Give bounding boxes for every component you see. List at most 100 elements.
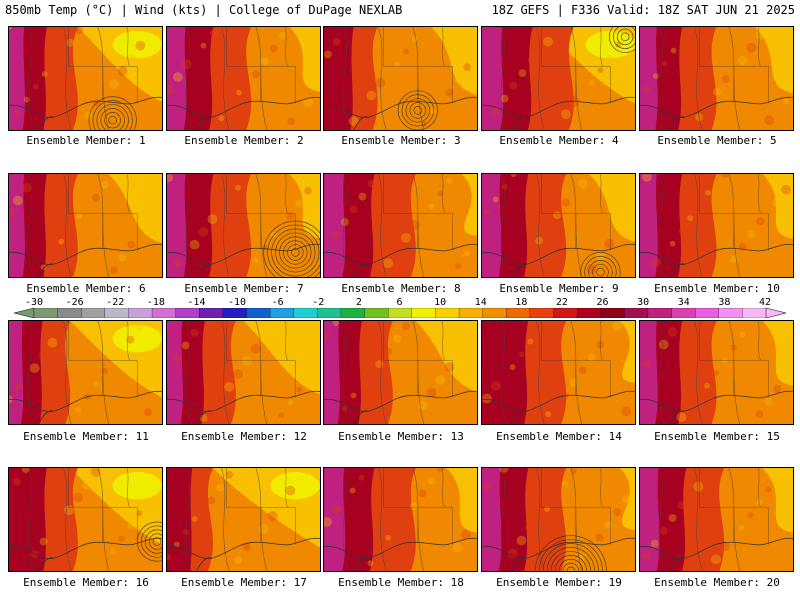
colorbar-tick-label: -26	[65, 297, 84, 308]
ensemble-map-panel	[323, 173, 478, 278]
temperature-colorbar	[14, 308, 786, 318]
ensemble-map-panel	[639, 26, 794, 131]
temperature-field-map	[167, 468, 320, 571]
colorbar-segment	[718, 308, 743, 318]
temperature-field-map	[324, 27, 477, 130]
colorbar-segment	[553, 308, 578, 318]
colorbar-segment	[81, 308, 106, 318]
colorbar-segment	[647, 308, 672, 318]
temperature-field-map	[9, 27, 162, 130]
ensemble-map-panel	[323, 467, 478, 572]
ensemble-map-panel	[166, 173, 321, 278]
ensemble-member-label: Ensemble Member: 2	[184, 134, 304, 147]
colorbar-segment	[175, 308, 200, 318]
ensemble-map-panel	[166, 26, 321, 131]
ensemble-member-label: Ensemble Member: 20	[654, 576, 780, 589]
ensemble-member-label: Ensemble Member: 14	[496, 430, 622, 443]
colorbar-segment	[529, 308, 554, 318]
ensemble-map-panel	[166, 467, 321, 572]
colorbar-segment	[695, 308, 720, 318]
ensemble-member-label: Ensemble Member: 6	[26, 282, 146, 295]
ensemble-member-label: Ensemble Member: 16	[23, 576, 149, 589]
ensemble-member-label: Ensemble Member: 7	[184, 282, 304, 295]
colorbar-tick-label: 2	[355, 297, 362, 308]
temperature-field-map	[640, 27, 793, 130]
colorbar-segment	[624, 308, 649, 318]
temperature-field-map	[167, 27, 320, 130]
colorbar-segment	[506, 308, 531, 318]
temperature-field-map	[640, 468, 793, 571]
colorbar-segment	[199, 308, 224, 318]
colorbar-tick-label: 10	[434, 297, 447, 308]
temperature-field-map	[482, 321, 635, 424]
colorbar-tick-label: -18	[146, 297, 165, 308]
temperature-field-map	[482, 27, 635, 130]
ensemble-member-label: Ensemble Member: 18	[338, 576, 464, 589]
colorbar-tick-label: -10	[228, 297, 247, 308]
temperature-field-map	[167, 174, 320, 277]
ensemble-map-panel	[8, 26, 163, 131]
colorbar-tick-label: -14	[187, 297, 206, 308]
ensemble-map-panel	[639, 173, 794, 278]
ensemble-member-label: Ensemble Member: 11	[23, 430, 149, 443]
ensemble-member-label: Ensemble Member: 13	[338, 430, 464, 443]
ensemble-member-label: Ensemble Member: 15	[654, 430, 780, 443]
colorbar-segment	[482, 308, 507, 318]
ensemble-member-label: Ensemble Member: 9	[499, 282, 619, 295]
colorbar-tick-label: 6	[396, 297, 403, 308]
ensemble-member-label: Ensemble Member: 10	[654, 282, 780, 295]
ensemble-member-label: Ensemble Member: 4	[499, 134, 619, 147]
temperature-field-map	[640, 321, 793, 424]
temperature-field-map	[324, 468, 477, 571]
colorbar-segment	[435, 308, 460, 318]
colorbar-segment	[269, 308, 295, 318]
colorbar-tick-label: 18	[515, 297, 528, 308]
colorbar-segment	[57, 308, 82, 318]
ensemble-map-panel	[639, 467, 794, 572]
ensemble-member-label: Ensemble Member: 12	[181, 430, 307, 443]
ensemble-map-panel	[481, 26, 636, 131]
colorbar-segment	[388, 308, 413, 318]
ensemble-map-panel	[481, 173, 636, 278]
colorbar-segment	[151, 308, 177, 318]
temperature-field-map	[167, 321, 320, 424]
temperature-field-map	[9, 468, 162, 571]
ensemble-map-panel	[481, 320, 636, 425]
colorbar-segment	[246, 308, 271, 318]
ensemble-member-label: Ensemble Member: 8	[341, 282, 461, 295]
ensemble-member-label: Ensemble Member: 17	[181, 576, 307, 589]
temperature-field-map	[482, 174, 635, 277]
ensemble-map-panel	[8, 467, 163, 572]
ensemble-map-panel	[8, 173, 163, 278]
colorbar-tick-label: 26	[596, 297, 609, 308]
colorbar-tick-label: 42	[758, 297, 772, 308]
colorbar-segment	[458, 308, 484, 318]
colorbar-segment	[293, 308, 318, 318]
colorbar-tick-label: -6	[271, 297, 284, 308]
ensemble-map-panel	[8, 320, 163, 425]
temperature-field-map	[640, 174, 793, 277]
colorbar-segment	[340, 308, 366, 318]
colorbar-tick-label: -22	[106, 297, 125, 308]
colorbar-tick-label: 22	[555, 297, 568, 308]
colorbar-tick-label: -30	[24, 297, 44, 308]
colorbar-segment	[742, 308, 767, 318]
colorbar-tick-label: 14	[474, 297, 487, 308]
model-run-info: 18Z GEFS | F336 Valid: 18Z SAT JUN 21 20…	[491, 3, 795, 17]
temperature-field-map	[9, 321, 162, 424]
ensemble-map-panel	[323, 320, 478, 425]
colorbar-tick-label: 38	[718, 297, 731, 308]
ensemble-member-label: Ensemble Member: 19	[496, 576, 622, 589]
colorbar-tick-label: 30	[637, 297, 650, 308]
map-title: 850mb Temp (°C) | Wind (kts) | College o…	[5, 3, 403, 17]
colorbar-tick-label: 34	[677, 297, 690, 308]
colorbar-tick-label: -2	[312, 297, 325, 308]
ensemble-member-label: Ensemble Member: 5	[657, 134, 777, 147]
ensemble-member-label: Ensemble Member: 3	[341, 134, 461, 147]
colorbar-segment	[671, 308, 696, 318]
ensemble-map-panel	[166, 320, 321, 425]
colorbar-segment	[128, 308, 153, 318]
temperature-field-map	[9, 174, 162, 277]
temperature-field-map	[324, 174, 477, 277]
colorbar-segment	[411, 308, 436, 318]
